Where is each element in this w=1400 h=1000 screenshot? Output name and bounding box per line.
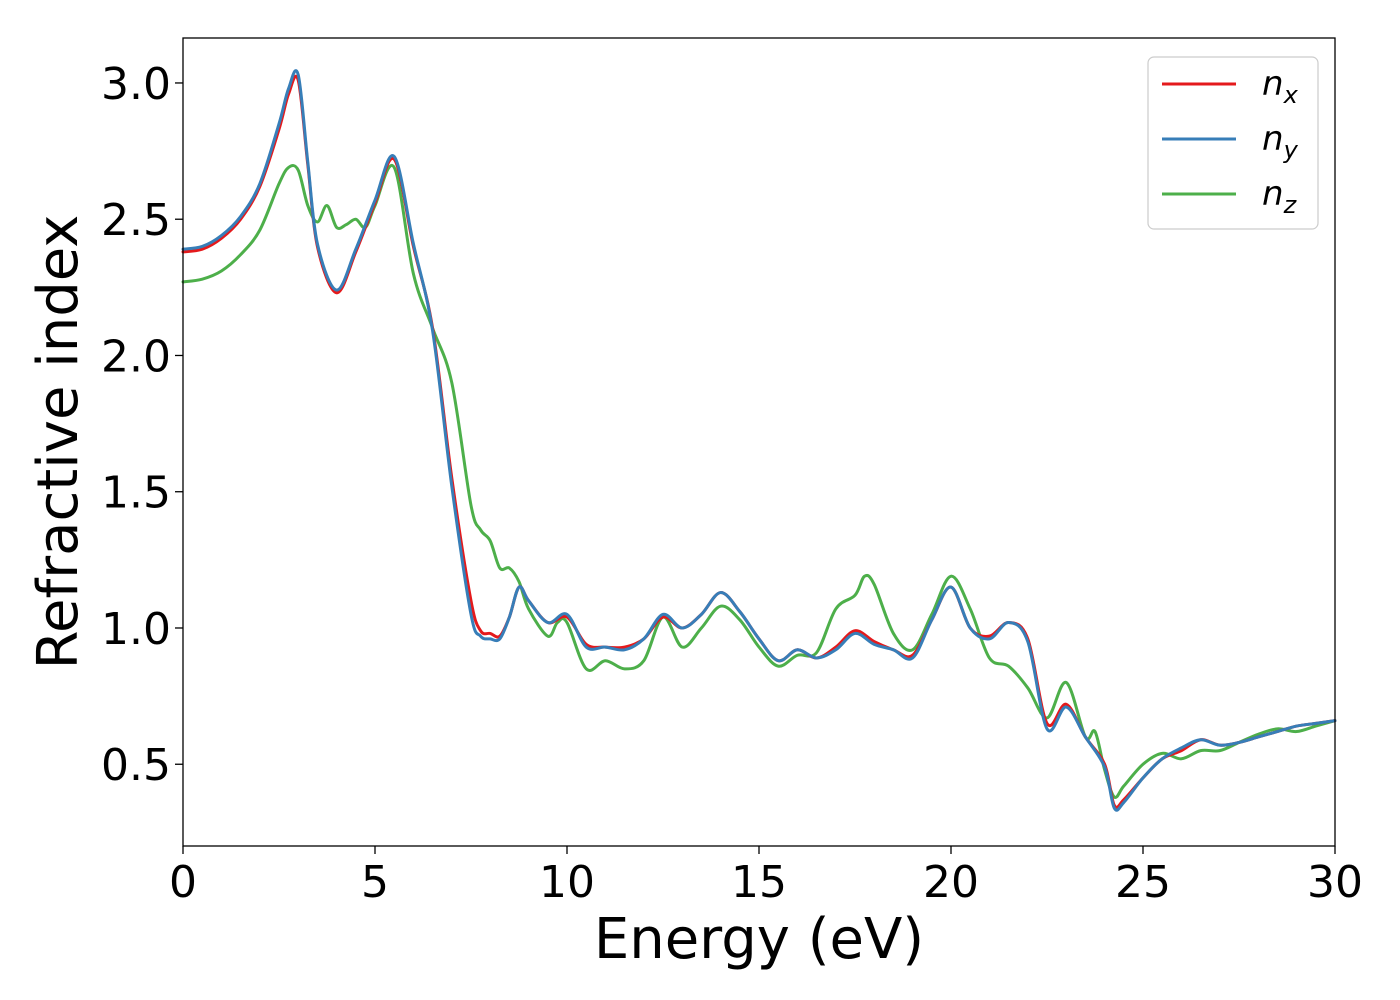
y-ticks: 0.5 1.0 1.5 2.0 2.5 3.0 (101, 59, 183, 791)
y-axis-title: Refractive index (26, 215, 91, 670)
legend-label-nz-base: n (1262, 174, 1284, 214)
x-tick-label: 20 (923, 857, 979, 908)
x-tick-label: 10 (539, 857, 595, 908)
plot-lines (181, 69, 1337, 812)
x-ticks: 0 5 10 15 20 25 30 (169, 846, 1363, 908)
legend-box (1147, 56, 1319, 230)
x-tick-label: 0 (169, 857, 197, 908)
x-tick-label: 25 (1115, 857, 1171, 908)
legend-label-nx-base: n (1262, 64, 1284, 104)
y-tick-label: 2.0 (101, 331, 171, 382)
legend-label-nx: nx (1262, 64, 1299, 109)
series-line-ny (181, 69, 1337, 812)
y-tick-label: 0.5 (101, 740, 171, 791)
legend-label-ny-sub: y (1283, 136, 1299, 164)
legend-label-nz: nz (1262, 174, 1298, 219)
x-axis-title: Energy (eV) (594, 907, 924, 972)
y-tick-label: 1.5 (101, 468, 171, 519)
legend-label-ny: ny (1262, 119, 1299, 164)
y-tick-label: 2.5 (101, 195, 171, 246)
legend-label-nx-sub: x (1283, 81, 1299, 109)
y-tick-label: 1.0 (101, 604, 171, 655)
legend-label-nz-sub: z (1283, 191, 1298, 219)
legend: nx ny nz (1147, 56, 1319, 230)
x-tick-label: 5 (361, 857, 389, 908)
y-tick-label: 3.0 (101, 59, 171, 110)
x-tick-label: 30 (1307, 857, 1363, 908)
x-tick-label: 15 (731, 857, 787, 908)
legend-label-ny-base: n (1262, 119, 1284, 159)
series-line-nz (181, 163, 1337, 799)
